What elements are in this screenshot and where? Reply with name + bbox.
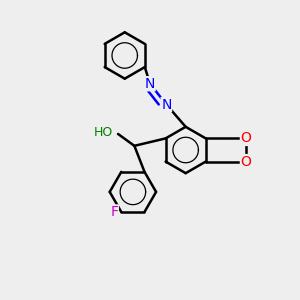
Text: O: O [240, 154, 251, 169]
Text: N: N [161, 98, 172, 112]
Text: O: O [240, 131, 251, 146]
Text: F: F [110, 205, 118, 219]
Text: HO: HO [93, 126, 113, 139]
Text: N: N [145, 77, 155, 91]
